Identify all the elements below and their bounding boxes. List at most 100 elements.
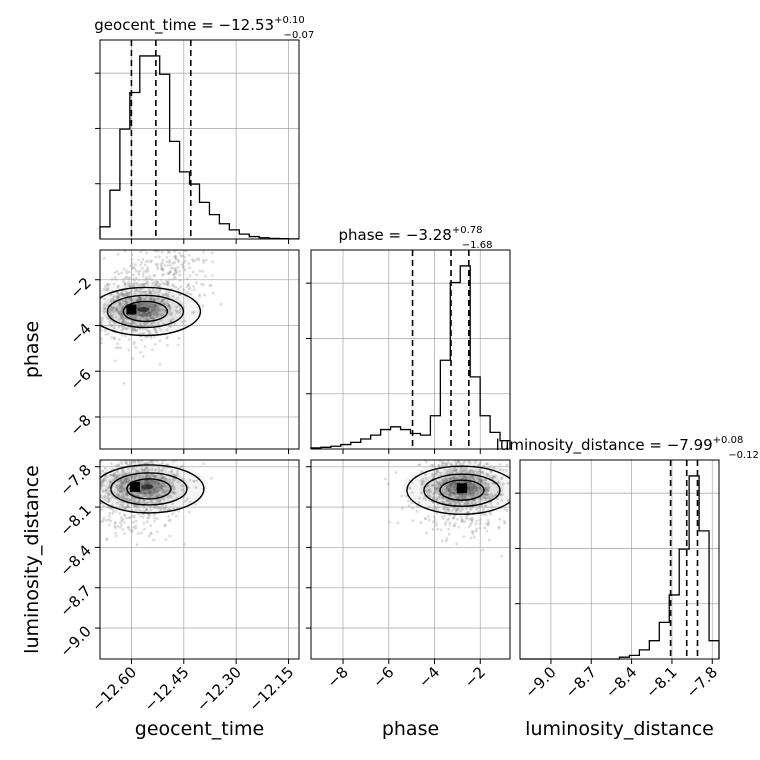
sample-point: [134, 497, 137, 501]
sample-point: [127, 440, 130, 443]
sample-point: [476, 456, 479, 459]
sample-point: [134, 519, 138, 523]
sample-point: [153, 327, 157, 331]
sample-point: [151, 288, 155, 292]
sample-point: [125, 327, 129, 331]
sample-point: [158, 282, 162, 286]
sample-point: [120, 456, 123, 459]
sample-point: [468, 485, 472, 489]
sample-point: [452, 475, 455, 479]
sample-point: [120, 293, 124, 296]
sample-point: [107, 497, 111, 501]
sample-point: [137, 457, 140, 460]
sample-point: [202, 462, 205, 466]
sample-point: [149, 505, 152, 509]
sample-point: [157, 304, 161, 308]
sample-point: [154, 474, 157, 478]
sample-point: [118, 312, 122, 316]
sample-point: [154, 328, 158, 332]
sample-point: [134, 474, 138, 478]
sample-point: [467, 470, 471, 474]
sample-point: [486, 489, 490, 492]
sample-point: [475, 489, 479, 493]
sample-point: [166, 281, 170, 284]
sample-point: [164, 488, 168, 492]
sample-point: [135, 505, 139, 509]
sample-point: [152, 488, 156, 491]
sample-point: [92, 481, 95, 484]
sample-point: [470, 483, 474, 487]
sample-point: [423, 473, 427, 477]
sample-point: [424, 476, 428, 480]
sample-point: [156, 296, 160, 300]
sample-point: [183, 255, 187, 259]
sample-point: [161, 475, 165, 479]
sample-point: [95, 485, 98, 488]
sample-point: [482, 464, 486, 468]
sample-point: [120, 481, 124, 485]
sample-point: [177, 259, 180, 262]
sample-point: [452, 466, 456, 470]
sample-point: [127, 480, 131, 484]
sample-point: [145, 520, 149, 524]
sample-point: [145, 314, 149, 318]
sample-point: [130, 323, 133, 326]
sample-point: [189, 243, 192, 246]
sample-point: [138, 298, 142, 301]
contour-line: [126, 478, 172, 500]
sample-point: [433, 505, 436, 508]
sample-point: [109, 481, 113, 485]
sample-point: [123, 482, 127, 486]
sample-point: [142, 283, 146, 287]
sample-point: [128, 285, 132, 288]
sample-point: [430, 472, 434, 476]
sample-point: [477, 486, 481, 490]
sample-point: [463, 469, 466, 473]
title-text: luminosity_distance = −7.99: [496, 436, 713, 455]
sample-point: [161, 487, 164, 491]
sample-point: [460, 496, 464, 500]
sample-point: [119, 479, 123, 482]
sample-point: [159, 262, 163, 266]
sample-point: [456, 500, 460, 504]
sample-point: [135, 470, 139, 474]
sample-point: [440, 500, 444, 504]
sample-point: [121, 318, 125, 321]
sample-point: [118, 302, 122, 306]
sample-point: [145, 508, 148, 512]
sample-point: [441, 539, 444, 543]
sample-point: [113, 322, 116, 326]
sample-point: [134, 524, 138, 528]
sample-point: [119, 520, 122, 524]
sample-point: [501, 482, 505, 486]
sample-point: [95, 513, 98, 516]
sample-point: [137, 499, 141, 503]
sample-point: [489, 497, 493, 501]
sample-point: [462, 450, 465, 453]
sample-point: [163, 282, 167, 286]
sample-point: [436, 527, 440, 531]
sample-point: [152, 473, 155, 477]
sample-point: [166, 272, 170, 275]
sample-point: [149, 531, 153, 535]
sample-point: [435, 481, 439, 484]
sample-point: [141, 266, 144, 270]
sample-point: [157, 466, 161, 470]
sample-point: [125, 492, 129, 496]
sample-point: [204, 274, 208, 278]
sample-point: [463, 520, 467, 524]
sample-point: [145, 461, 149, 465]
sample-point: [112, 473, 115, 477]
sample-point: [457, 500, 461, 504]
sample-point: [180, 263, 184, 266]
sample-point: [173, 487, 177, 491]
sample-point: [163, 466, 167, 470]
sample-point: [166, 496, 170, 500]
sample-point: [155, 530, 159, 534]
sample-point: [171, 477, 175, 481]
sample-point: [465, 436, 468, 439]
sample-point: [449, 476, 453, 480]
sample-point: [95, 458, 98, 461]
sample-point: [101, 496, 105, 500]
sample-point: [108, 320, 111, 324]
